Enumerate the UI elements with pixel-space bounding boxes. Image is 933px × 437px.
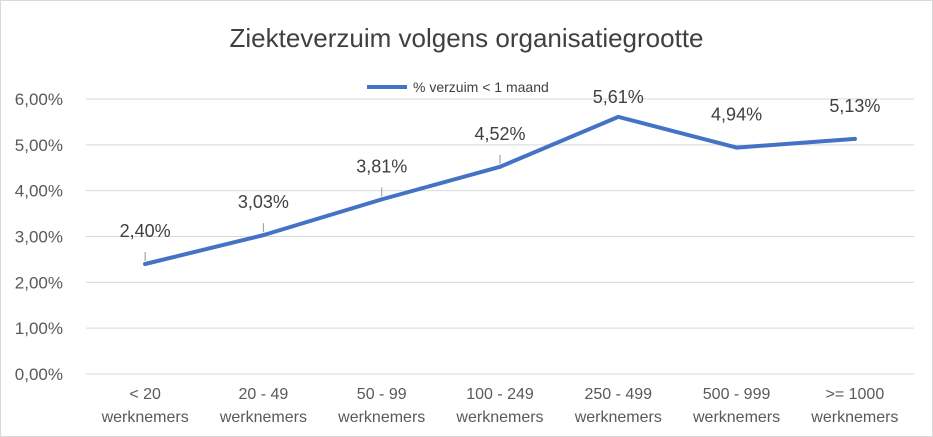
data-label: 5,61%	[593, 87, 644, 107]
y-tick-label: 0,00%	[15, 365, 63, 384]
data-point	[852, 136, 857, 141]
x-tick-label: < 20	[129, 386, 161, 403]
data-label: 4,52%	[474, 124, 525, 144]
x-tick-label: 20 - 49	[239, 386, 289, 403]
data-point	[261, 233, 266, 238]
x-tick-label: werknemers	[692, 409, 780, 426]
x-tick-label: 100 - 249	[466, 386, 534, 403]
x-tick-label: werknemers	[337, 409, 425, 426]
chart-title: Ziekteverzuim volgens organisatiegrootte	[229, 23, 704, 53]
x-tick-label: 50 - 99	[357, 386, 407, 403]
x-tick-label: werknemers	[101, 409, 189, 426]
x-tick-label: >= 1000	[825, 386, 884, 403]
data-point	[616, 114, 621, 119]
y-tick-label: 6,00%	[15, 90, 63, 109]
x-tick-label: werknemers	[810, 409, 898, 426]
y-tick-label: 4,00%	[15, 182, 63, 201]
legend-label: % verzuim < 1 maand	[413, 79, 549, 95]
y-tick-label: 2,00%	[15, 273, 63, 292]
data-label: 3,03%	[238, 192, 289, 212]
data-label: 3,81%	[356, 156, 407, 176]
data-point	[734, 145, 739, 150]
x-tick-label: 500 - 999	[703, 386, 771, 403]
x-tick-label: werknemers	[574, 409, 662, 426]
data-point	[379, 197, 384, 202]
data-label: 5,13%	[829, 96, 880, 116]
data-label: 2,40%	[120, 221, 171, 241]
data-label: 4,94%	[711, 105, 762, 125]
x-tick-label: werknemers	[455, 409, 543, 426]
y-tick-label: 5,00%	[15, 136, 63, 155]
data-point	[143, 262, 148, 266]
y-tick-label: 3,00%	[15, 228, 63, 247]
x-tick-label: 250 - 499	[584, 386, 652, 403]
y-tick-label: 1,00%	[15, 319, 63, 338]
x-tick-label: werknemers	[219, 409, 307, 426]
data-point	[498, 164, 502, 169]
